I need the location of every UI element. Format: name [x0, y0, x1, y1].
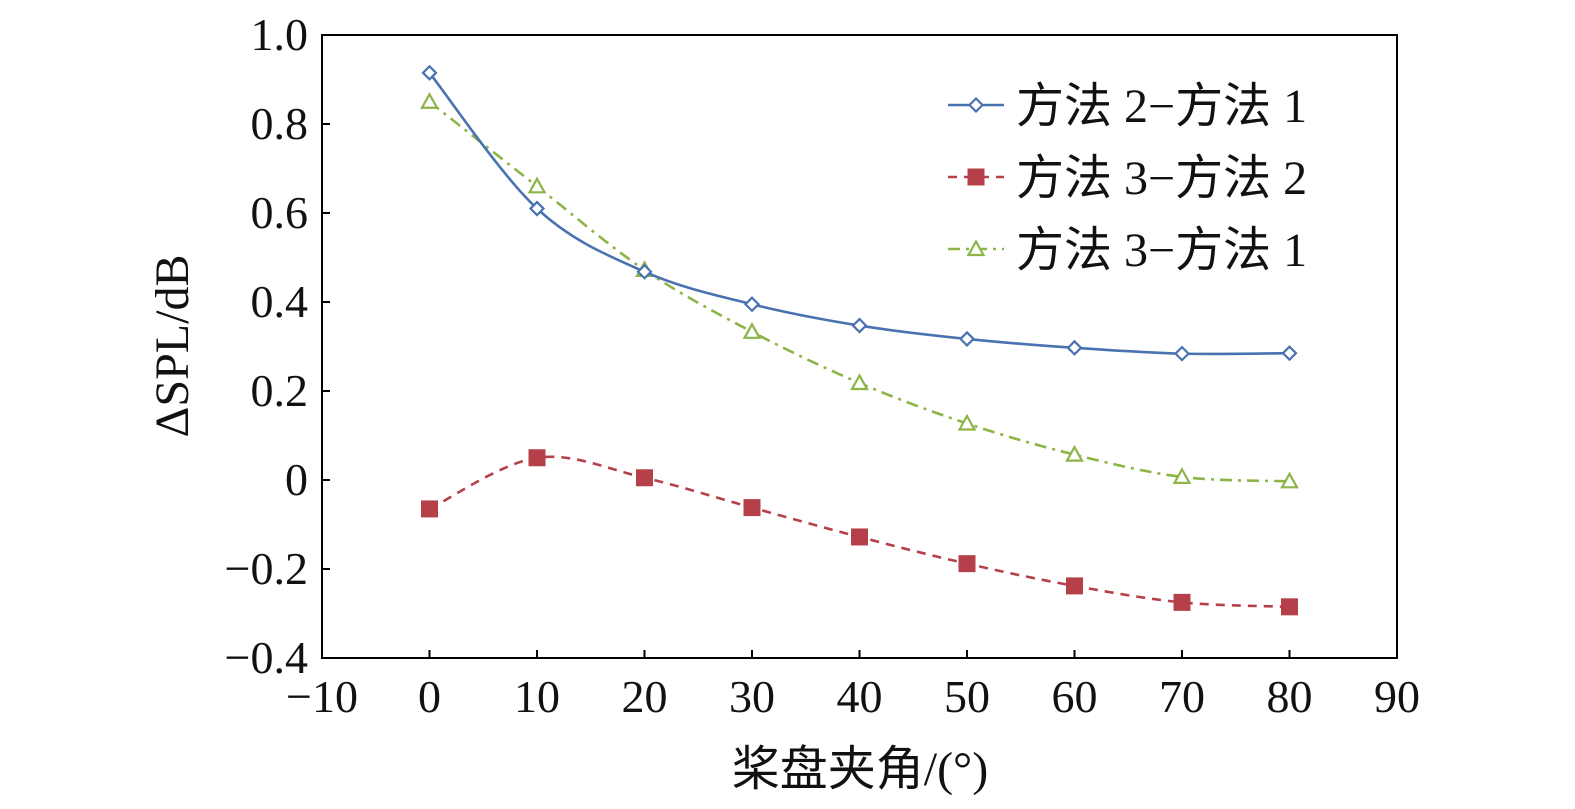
series-2-point: [636, 469, 653, 487]
series-1-point: [958, 330, 976, 347]
x-tick-label: 0: [418, 671, 441, 722]
series-2-point: [958, 555, 976, 573]
series-1-point: [636, 263, 653, 280]
x-tick-label: 60: [1052, 671, 1098, 722]
series-2-point: [851, 528, 868, 546]
x-tick-label: 20: [622, 671, 668, 722]
series-1-point: [743, 296, 761, 313]
series-1-point: [851, 317, 868, 334]
x-axis-title: 桨盘夹角/(°): [732, 743, 989, 796]
series-3-point: [527, 176, 547, 194]
series-1-point: [1066, 339, 1083, 356]
x-tick-label: 40: [837, 671, 883, 722]
series-2: [421, 449, 1298, 616]
x-tick-label: 70: [1159, 671, 1205, 722]
x-tick-label: 30: [729, 671, 775, 722]
series-3-point: [1065, 444, 1084, 462]
series-1-line: [428, 72, 1290, 356]
x-tick-label: −10: [286, 671, 358, 722]
y-tick-label: 0.8: [251, 98, 309, 149]
y-tick-label: 0.2: [251, 365, 309, 416]
y-tick-label: −0.4: [225, 632, 308, 683]
series-1-point: [528, 200, 546, 217]
legend-marker: [967, 168, 985, 186]
series-3-point: [957, 413, 977, 431]
x-tick-label: 80: [1267, 671, 1313, 722]
legend-marker: [967, 96, 985, 114]
series-3-point: [742, 322, 762, 339]
series-3-line: [428, 100, 1290, 483]
x-tick-label: 50: [944, 671, 990, 722]
series-3-point: [1172, 467, 1192, 484]
y-tick-label: 0.4: [251, 276, 309, 327]
y-tick-label: 1.0: [251, 9, 309, 60]
legend-label: 方法 3−方法 2: [1016, 152, 1307, 205]
y-axis-title: ΔSPL/dB: [146, 255, 199, 438]
series-3-point: [1280, 471, 1299, 489]
legend-label: 方法 2−方法 1: [1016, 80, 1307, 133]
y-tick-label: 0.6: [251, 187, 309, 238]
series-2-point: [743, 499, 761, 517]
series-2-point: [1066, 577, 1083, 595]
y-tick-label: −0.2: [225, 543, 308, 594]
series-3-point: [420, 91, 439, 109]
x-tick-label: 90: [1374, 671, 1420, 722]
y-axis-ticks: −0.4 −0.2 0 0.2 0.4 0.6 0.8 1.0: [225, 9, 330, 683]
series-1-point: [1281, 345, 1298, 362]
series-1: [421, 64, 1298, 362]
x-tick-label: 10: [514, 671, 560, 722]
legend-label: 方法 3−方法 1: [1016, 224, 1307, 277]
series-3-point: [850, 373, 869, 391]
series-1-point: [1173, 345, 1191, 362]
legend-marker: [966, 239, 986, 257]
series-layer: [420, 64, 1299, 616]
x-axis-ticks: −10 0 10 20 30 40 50 60 70 80 90: [286, 650, 1420, 722]
series-2-point: [528, 449, 546, 467]
series-1-point: [421, 64, 438, 81]
legend: 方法 2−方法 1 方法 3−方法 2 方法 3−方法 1: [948, 80, 1307, 277]
y-tick-label: 0: [285, 454, 308, 505]
series-2-point: [1281, 598, 1298, 616]
series-2-point: [1173, 593, 1191, 611]
series-2-point: [421, 500, 438, 518]
